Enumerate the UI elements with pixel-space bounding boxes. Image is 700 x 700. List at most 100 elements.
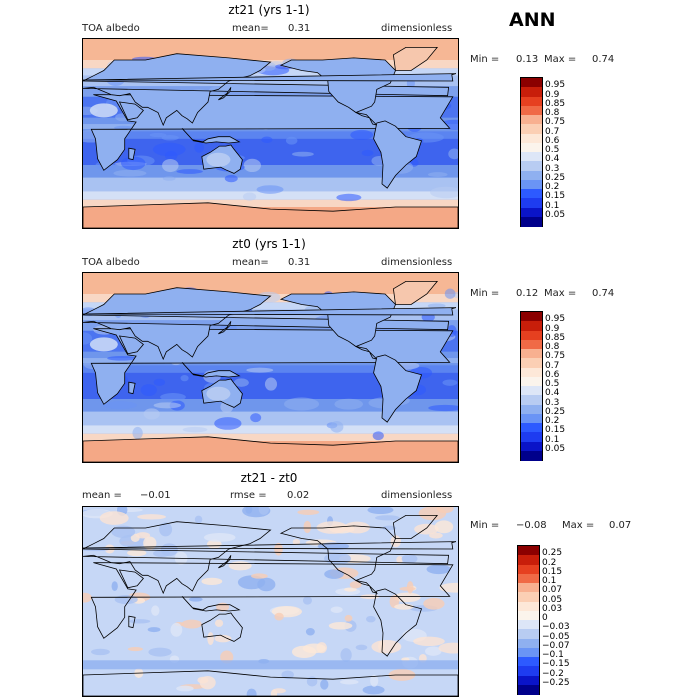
units-label: dimensionless [381, 23, 453, 34]
continent-outline [355, 346, 379, 360]
cloud-patch [83, 332, 93, 345]
variable-label: TOA albedo [82, 23, 140, 34]
colorbar-tick-label: 0.15 [545, 425, 566, 436]
colorbar-tick-label: 0.3 [545, 163, 560, 174]
diff-patch [214, 634, 232, 643]
colorbar-swatch [521, 330, 542, 341]
cloud-patch [243, 158, 262, 173]
colorbar-swatch [521, 432, 542, 442]
panel-title: zt21 (yrs 1-1) [228, 3, 310, 17]
units-label: dimensionless [381, 490, 453, 501]
colorbar-tick-label: 0.25 [542, 548, 563, 559]
colorbar-tick-label: 0.2 [545, 182, 560, 192]
mean-label: mean= [232, 257, 269, 268]
latitude-band [83, 75, 458, 87]
colorbar-tick-label: 0.6 [545, 135, 560, 146]
colorbar-tick-label: −0.25 [542, 677, 570, 688]
colorbar-swatch [521, 78, 542, 88]
continent-outline [83, 287, 450, 361]
colorbar-swatch [518, 638, 539, 649]
diff-patch [297, 509, 320, 515]
continent-outline [128, 615, 136, 629]
continent-outline [83, 521, 450, 595]
colorbar-swatch [518, 666, 539, 676]
colorbar-tick-label: 0.7 [545, 126, 560, 137]
colorbar-tick-label: 0.1 [545, 200, 560, 211]
diff-patch [83, 592, 92, 603]
diff-patch [330, 606, 343, 613]
diff-patch [370, 674, 379, 687]
rmse-label: rmse = [230, 490, 267, 501]
colorbar-swatch [521, 404, 542, 415]
continent-outline [392, 514, 439, 539]
diff-patch [339, 679, 359, 685]
diff-patch [258, 507, 270, 515]
diff-patch [426, 564, 451, 575]
colorbar-tick-label: 0.15 [545, 191, 566, 202]
continent-outline [373, 588, 423, 657]
diff-patch [349, 581, 362, 589]
diff-patch [306, 676, 318, 687]
diff-patch [272, 688, 286, 694]
cloud-patch [140, 384, 157, 397]
diff-patch [429, 532, 443, 539]
min-label: Min = [470, 520, 500, 531]
colorbar-swatch [518, 583, 539, 593]
latitude-band [83, 302, 458, 310]
continent-outline [128, 147, 136, 161]
albedo-diff-map [82, 506, 459, 697]
cloud-patch [224, 174, 238, 183]
panel-title: zt0 (yrs 1-1) [232, 237, 306, 251]
diff-patch [127, 549, 147, 557]
diff-patch [375, 515, 400, 521]
diff-patch [343, 521, 371, 534]
continent-outline [90, 562, 454, 639]
diff-patch [366, 615, 376, 623]
diff-patch [199, 675, 216, 690]
diff-patch [343, 587, 357, 592]
diff-patch [344, 614, 353, 622]
desert-patch [206, 386, 231, 401]
colorbar-tick-label: 0 [542, 613, 548, 623]
colorbar-swatch [518, 629, 539, 639]
colorbar-swatch [521, 142, 542, 153]
mean-value: −0.01 [140, 490, 171, 501]
cloud-patch [113, 169, 147, 177]
colorbar-tick-label: 0.75 [545, 117, 566, 128]
continent-outline [118, 569, 144, 589]
colorbar-tick-label: −0.1 [542, 650, 564, 660]
colorbar-tick-label: 0.4 [545, 154, 560, 165]
colorbar-swatch [521, 87, 542, 97]
continent-outline [83, 307, 457, 316]
diff-patch [170, 622, 183, 637]
continent-outline [218, 87, 232, 101]
colorbar-swatch [521, 198, 542, 208]
desert-patch [206, 152, 231, 167]
colorbar-swatch [521, 321, 542, 331]
continent-outline [218, 321, 232, 335]
cloud-patch [430, 186, 458, 199]
cloud-patch [107, 355, 137, 361]
colorbar-swatch [518, 684, 539, 695]
diff-patch [151, 605, 160, 616]
cloud-patch [176, 169, 203, 174]
diff-patch [355, 644, 368, 651]
continent-outline [118, 101, 144, 121]
colorbar-tick-label: 0.2 [545, 416, 560, 426]
season-label: ANN [509, 9, 556, 31]
continent-outline [355, 112, 379, 126]
diff-patch [438, 642, 458, 654]
diff-patch [228, 561, 252, 571]
cloud-patch [334, 398, 364, 410]
max-value: 0.74 [592, 288, 615, 299]
colorbar-swatch [518, 546, 539, 556]
map-field [83, 507, 458, 696]
cloud-patch [442, 379, 458, 386]
cloud-patch [103, 401, 138, 410]
diff-patch [340, 648, 352, 662]
diff-patch [303, 520, 312, 534]
continent-outline [181, 596, 241, 612]
cloud-patch [214, 417, 242, 430]
diff-patch [127, 646, 143, 652]
continent-outline [392, 280, 439, 305]
